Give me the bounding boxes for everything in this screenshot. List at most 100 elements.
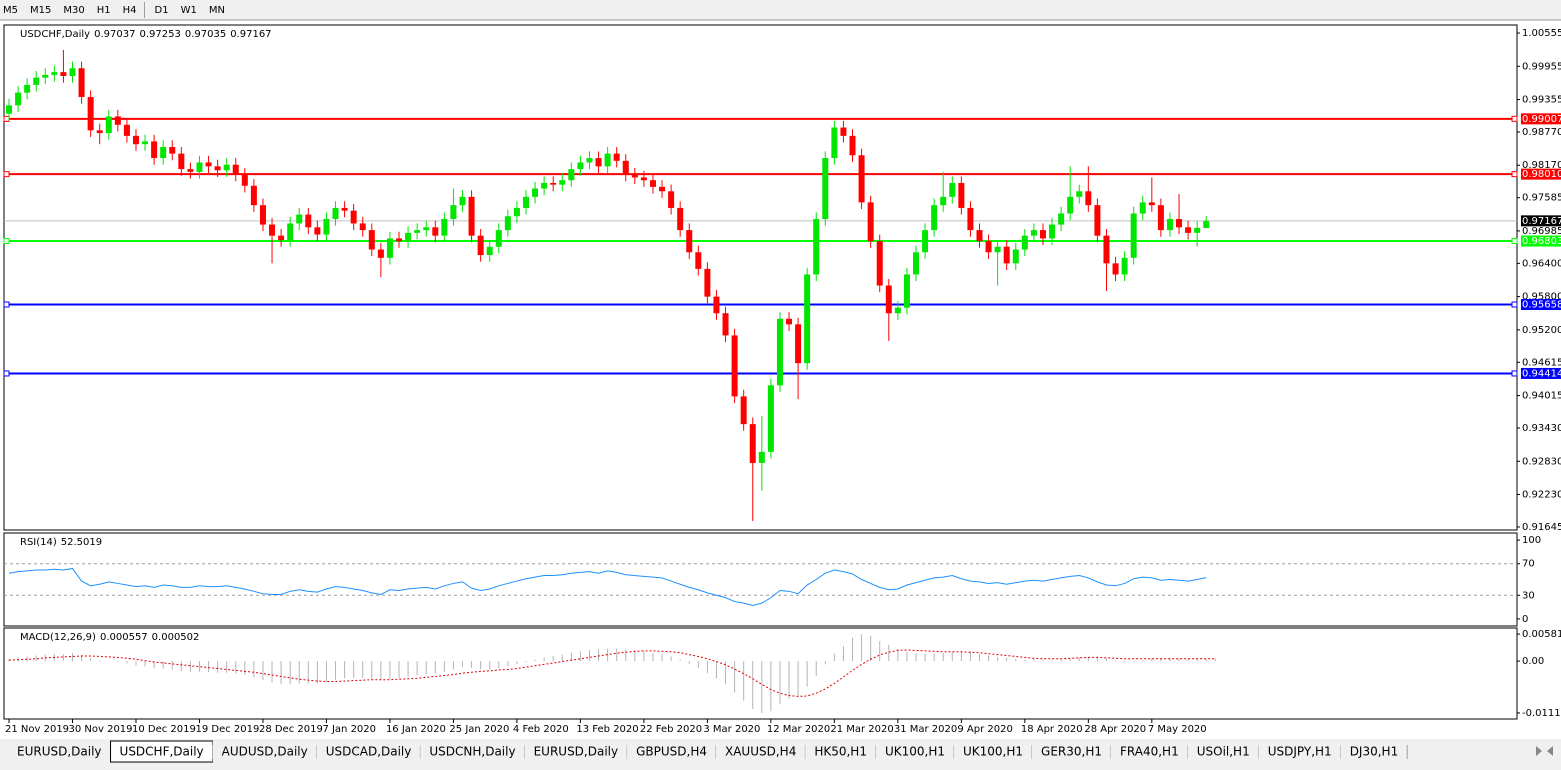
tab[interactable]: EURUSD,Daily (8, 741, 111, 762)
timeframe-button[interactable]: H1 (97, 5, 111, 16)
tab[interactable]: USDJPY,H1 (1258, 741, 1341, 762)
y-tick-label: 0.96985 (1522, 226, 1561, 237)
candle-body (731, 335, 738, 397)
y-tick-label: 0.96400 (1522, 258, 1561, 269)
tab[interactable]: USDCNH,Daily (420, 741, 525, 762)
tab-label[interactable]: UK100,H1 (963, 745, 1023, 759)
timeframe-button[interactable]: M5 (3, 5, 18, 16)
tab[interactable]: XAUUSD,H4 (716, 741, 806, 762)
y-tick-label: 0.005818 (1522, 629, 1561, 640)
candle-body (169, 146, 176, 154)
timeframe-button[interactable]: H4 (123, 5, 137, 16)
histogram-bar (99, 660, 101, 662)
histogram-bar (416, 661, 418, 676)
timeframe-button[interactable]: D1 (155, 5, 169, 16)
histogram-bar (1060, 659, 1062, 662)
histogram-bar (570, 652, 572, 662)
tab[interactable]: AUDUSD,Daily (212, 741, 317, 762)
tab[interactable]: GER30,H1 (1032, 741, 1111, 762)
tab-label[interactable]: EURUSD,Daily (17, 745, 102, 759)
candle-body (15, 92, 22, 106)
tab[interactable]: UK100,H1 (954, 741, 1033, 762)
candle-body (631, 174, 638, 178)
tab-bg[interactable] (954, 741, 1033, 762)
tab-bg[interactable] (805, 741, 876, 762)
timeframe-button[interactable]: M30 (63, 5, 84, 16)
tab[interactable]: USDCHF,Daily (110, 740, 214, 763)
tab-label[interactable]: USDCAD,Daily (326, 745, 412, 759)
tab-bg[interactable] (627, 741, 716, 762)
tab[interactable]: USOil,H1 (1187, 741, 1259, 762)
tab-bg[interactable] (1340, 741, 1408, 762)
tab-bg[interactable] (212, 741, 317, 762)
tab[interactable]: USDCAD,Daily (316, 741, 421, 762)
x-tick-label: 28 Dec 2019 (259, 724, 323, 735)
candle-body (459, 196, 466, 206)
timeframe-button[interactable]: M15 (30, 5, 51, 16)
tab-label[interactable]: HK50,H1 (814, 745, 867, 759)
y-tick-label: 0.92230 (1522, 490, 1561, 501)
histogram-bar (344, 661, 346, 679)
level-handle (3, 115, 10, 122)
tab-bg[interactable] (716, 741, 806, 762)
tab[interactable]: HK50,H1 (805, 741, 876, 762)
histogram-bar (462, 661, 463, 668)
tab[interactable]: FRA40,H1 (1111, 741, 1188, 762)
tab-bg[interactable] (1111, 741, 1188, 762)
y-tick-label: 0.00 (1522, 656, 1544, 667)
indicator-line (8, 567, 1207, 607)
timeframe-button[interactable]: W1 (181, 5, 197, 16)
candle-body (704, 268, 711, 297)
tab-label[interactable]: XAUUSD,H4 (725, 745, 796, 759)
y-tick-label: 100 (1522, 535, 1541, 546)
tab-label[interactable]: AUDUSD,Daily (222, 745, 308, 759)
tab[interactable]: GBPUSD,H4 (627, 741, 716, 762)
histogram-bar (235, 661, 237, 674)
timeframe-button[interactable]: MN (209, 5, 225, 16)
histogram-bar (217, 661, 219, 673)
tab[interactable]: EURUSD,Daily (524, 741, 628, 762)
candle-body (1003, 246, 1010, 264)
panel-header: RSI(14) 52.5019 (20, 537, 102, 548)
tab[interactable]: UK100,H1 (875, 741, 954, 762)
tab-bg[interactable] (1032, 741, 1111, 762)
tab-bg[interactable] (1187, 741, 1259, 762)
header-value: 0.97035 (185, 29, 226, 40)
tab[interactable]: DJ30,H1 (1340, 741, 1408, 762)
tab-label[interactable]: USDCHF,Daily (120, 745, 204, 759)
histogram-bar (1142, 660, 1144, 662)
candle-body (740, 396, 747, 425)
tab-label[interactable]: USDCNH,Daily (429, 745, 515, 759)
candle-body (423, 227, 430, 231)
x-tick-label: 4 Feb 2020 (513, 724, 569, 735)
tab-scroll[interactable] (1536, 746, 1553, 756)
tab-bg[interactable] (524, 741, 628, 762)
candle-body (522, 196, 529, 208)
tab-label[interactable]: DJ30,H1 (1350, 745, 1399, 759)
candle-body (586, 158, 593, 163)
tab-label[interactable]: UK100,H1 (885, 745, 945, 759)
level-handle (1511, 171, 1518, 178)
last-price-label-bg (1521, 215, 1561, 227)
header-value: 0.97037 (94, 29, 135, 40)
tab-bg[interactable] (875, 741, 954, 762)
tab-label[interactable]: GER30,H1 (1041, 745, 1102, 759)
tab-bg[interactable] (420, 741, 525, 762)
tab-label[interactable]: GBPUSD,H4 (636, 745, 707, 759)
histogram-bar (144, 661, 146, 667)
tab-label[interactable]: USDJPY,H1 (1268, 745, 1332, 759)
histogram-bar (325, 661, 327, 683)
tab-label[interactable]: USOil,H1 (1197, 745, 1250, 759)
tab-bg[interactable] (316, 741, 421, 762)
candle-body (350, 210, 357, 224)
tab-label[interactable]: EURUSD,Daily (534, 745, 619, 759)
histogram-bar (1205, 658, 1207, 662)
tab-label[interactable]: FRA40,H1 (1120, 745, 1179, 759)
tab-bg[interactable] (1258, 741, 1341, 762)
tab-bg[interactable] (8, 741, 111, 762)
candle-body (178, 153, 185, 170)
candle-body (1130, 213, 1137, 258)
y-tick-label: 0.98770 (1522, 127, 1561, 138)
histogram-bar (770, 661, 772, 712)
